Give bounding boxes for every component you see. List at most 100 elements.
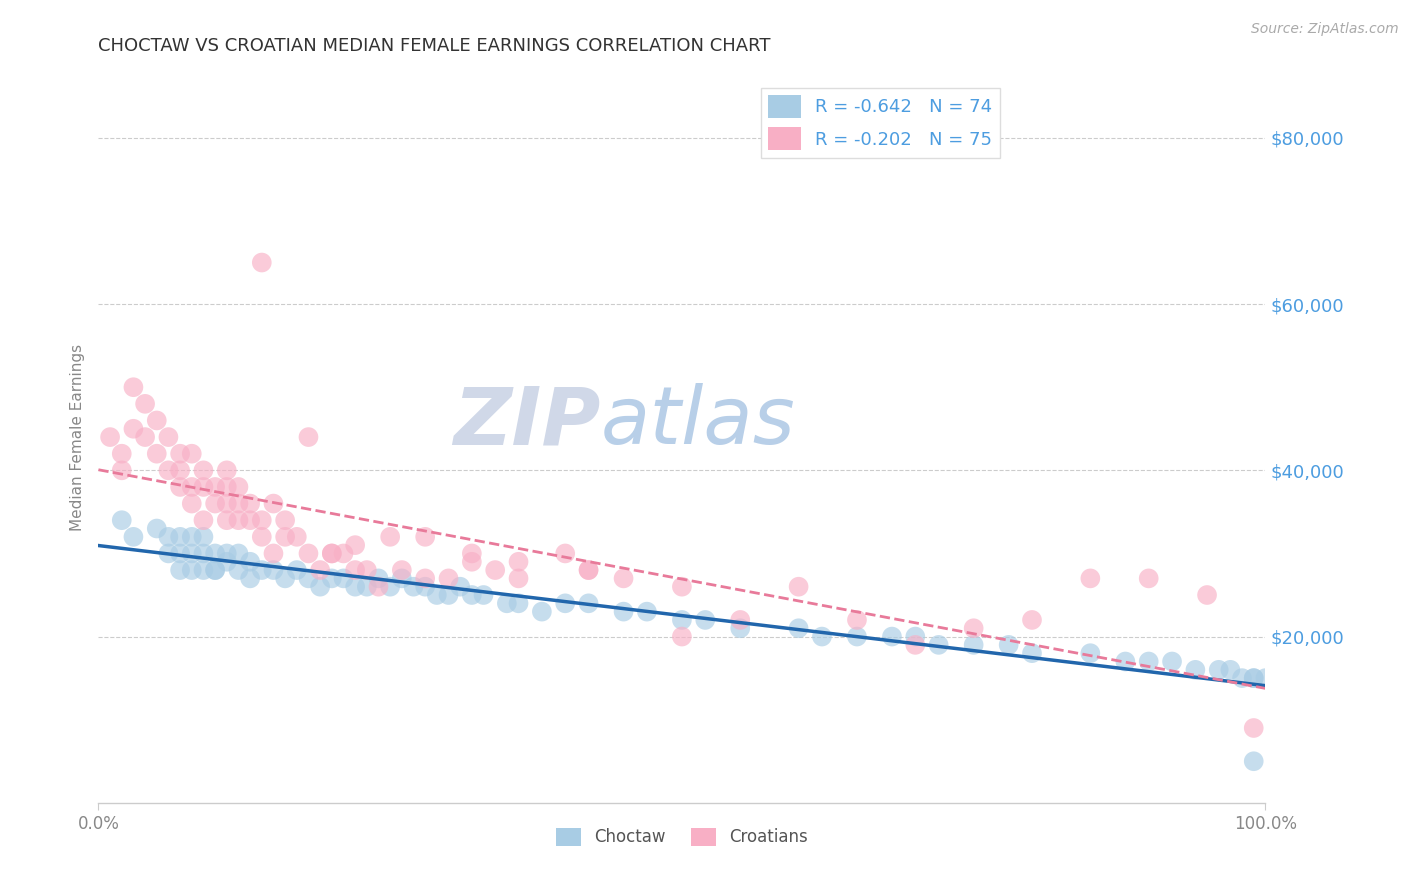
Point <box>228 497 250 511</box>
Point <box>285 563 308 577</box>
Point <box>193 546 215 560</box>
Point <box>578 563 600 577</box>
Point <box>1021 613 1043 627</box>
Point <box>228 480 250 494</box>
Point <box>321 546 343 560</box>
Point <box>636 605 658 619</box>
Point <box>332 571 354 585</box>
Point <box>321 571 343 585</box>
Point <box>239 571 262 585</box>
Point <box>391 571 413 585</box>
Point <box>157 546 180 560</box>
Point <box>146 413 169 427</box>
Point <box>239 555 262 569</box>
Point <box>122 380 145 394</box>
Point <box>180 546 202 560</box>
Point <box>997 638 1019 652</box>
Point <box>157 463 180 477</box>
Point <box>111 513 134 527</box>
Point <box>367 580 389 594</box>
Point <box>274 571 297 585</box>
Point <box>962 638 984 652</box>
Point <box>111 463 134 477</box>
Point <box>122 422 145 436</box>
Point <box>356 563 378 577</box>
Point <box>344 538 367 552</box>
Point <box>250 563 273 577</box>
Point <box>1184 663 1206 677</box>
Point <box>904 630 927 644</box>
Point <box>274 513 297 527</box>
Point <box>391 563 413 577</box>
Point <box>1080 571 1102 585</box>
Point <box>1137 571 1160 585</box>
Point <box>1219 663 1241 677</box>
Text: Source: ZipAtlas.com: Source: ZipAtlas.com <box>1251 22 1399 37</box>
Point <box>169 546 191 560</box>
Point <box>1195 588 1218 602</box>
Point <box>367 571 389 585</box>
Point <box>98 430 121 444</box>
Point <box>671 580 693 594</box>
Point <box>413 580 436 594</box>
Point <box>180 563 202 577</box>
Point <box>215 555 238 569</box>
Point <box>169 480 191 494</box>
Point <box>1230 671 1253 685</box>
Point <box>402 580 425 594</box>
Point <box>671 613 693 627</box>
Point <box>1080 646 1102 660</box>
Point <box>437 571 460 585</box>
Point <box>239 497 262 511</box>
Point <box>613 605 636 619</box>
Point <box>134 430 156 444</box>
Point <box>204 563 226 577</box>
Point <box>297 546 319 560</box>
Point <box>215 497 238 511</box>
Point <box>356 580 378 594</box>
Point <box>309 580 332 594</box>
Point <box>180 447 202 461</box>
Point <box>297 430 319 444</box>
Point <box>530 605 553 619</box>
Point <box>122 530 145 544</box>
Point <box>787 621 810 635</box>
Point <box>508 596 530 610</box>
Point <box>180 530 202 544</box>
Point <box>215 513 238 527</box>
Point <box>146 447 169 461</box>
Point <box>671 630 693 644</box>
Point <box>344 580 367 594</box>
Point <box>204 546 226 560</box>
Point <box>380 530 402 544</box>
Point <box>215 463 238 477</box>
Point <box>204 480 226 494</box>
Point <box>413 571 436 585</box>
Text: atlas: atlas <box>600 384 794 461</box>
Point <box>169 447 191 461</box>
Point <box>204 497 226 511</box>
Point <box>437 588 460 602</box>
Point <box>1137 655 1160 669</box>
Point <box>484 563 506 577</box>
Point <box>904 638 927 652</box>
Point <box>285 530 308 544</box>
Point <box>1243 754 1265 768</box>
Point <box>262 563 284 577</box>
Point <box>461 555 484 569</box>
Point <box>215 546 238 560</box>
Point <box>228 513 250 527</box>
Point <box>169 563 191 577</box>
Point <box>508 571 530 585</box>
Point <box>508 555 530 569</box>
Point <box>461 546 484 560</box>
Point <box>1114 655 1136 669</box>
Point <box>250 255 273 269</box>
Point <box>239 513 262 527</box>
Point <box>332 546 354 560</box>
Point <box>730 613 752 627</box>
Point <box>426 588 449 602</box>
Point <box>554 546 576 560</box>
Point <box>1208 663 1230 677</box>
Point <box>228 546 250 560</box>
